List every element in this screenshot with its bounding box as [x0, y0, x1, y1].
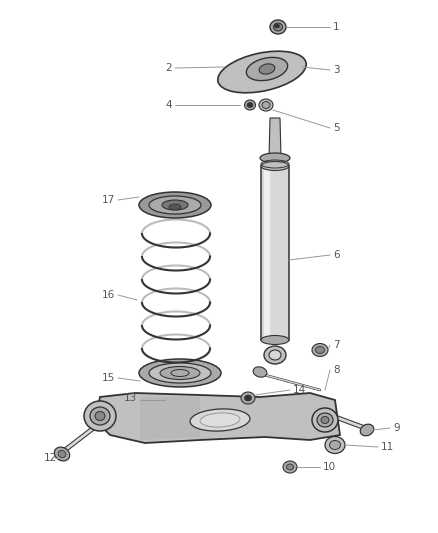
Ellipse shape — [244, 395, 251, 401]
Text: 1: 1 — [333, 22, 339, 32]
Text: 12: 12 — [44, 453, 57, 463]
Ellipse shape — [139, 192, 211, 218]
Ellipse shape — [260, 153, 290, 163]
Ellipse shape — [315, 346, 325, 353]
Ellipse shape — [270, 20, 286, 34]
Ellipse shape — [90, 407, 110, 425]
Ellipse shape — [262, 101, 270, 109]
Text: 13: 13 — [124, 393, 137, 403]
Ellipse shape — [325, 437, 345, 454]
Ellipse shape — [259, 99, 273, 111]
Text: 4: 4 — [166, 100, 172, 110]
Ellipse shape — [162, 200, 188, 210]
Text: 9: 9 — [393, 423, 399, 433]
Ellipse shape — [321, 416, 329, 424]
Ellipse shape — [269, 350, 281, 360]
Ellipse shape — [247, 102, 253, 108]
Ellipse shape — [273, 23, 283, 31]
Ellipse shape — [317, 413, 333, 427]
Polygon shape — [95, 393, 340, 443]
Ellipse shape — [329, 440, 340, 449]
Ellipse shape — [261, 335, 289, 344]
Ellipse shape — [261, 161, 289, 171]
Text: 11: 11 — [381, 442, 394, 452]
Ellipse shape — [275, 24, 279, 28]
Ellipse shape — [169, 204, 181, 210]
Text: 15: 15 — [102, 373, 115, 383]
Ellipse shape — [149, 363, 211, 383]
Polygon shape — [269, 118, 281, 158]
Ellipse shape — [360, 424, 374, 436]
Polygon shape — [140, 397, 200, 440]
Text: 10: 10 — [323, 462, 336, 472]
Ellipse shape — [259, 64, 275, 74]
Ellipse shape — [84, 401, 116, 431]
Text: 7: 7 — [333, 340, 339, 350]
Ellipse shape — [139, 359, 221, 387]
Ellipse shape — [58, 450, 66, 458]
Ellipse shape — [286, 464, 293, 470]
Ellipse shape — [244, 100, 255, 110]
Text: 5: 5 — [333, 123, 339, 133]
Text: 14: 14 — [293, 385, 306, 395]
Ellipse shape — [241, 392, 255, 404]
Ellipse shape — [149, 196, 201, 214]
Text: 16: 16 — [102, 290, 115, 300]
Ellipse shape — [283, 461, 297, 473]
Ellipse shape — [95, 411, 105, 421]
Ellipse shape — [312, 408, 338, 432]
Ellipse shape — [264, 346, 286, 364]
Text: 6: 6 — [333, 250, 339, 260]
Polygon shape — [261, 166, 289, 340]
Text: 2: 2 — [166, 63, 172, 73]
Ellipse shape — [190, 409, 250, 431]
Polygon shape — [264, 169, 270, 337]
Ellipse shape — [200, 413, 240, 427]
Ellipse shape — [218, 51, 306, 93]
Ellipse shape — [312, 343, 328, 357]
Text: 8: 8 — [333, 365, 339, 375]
Ellipse shape — [171, 369, 189, 376]
Ellipse shape — [160, 367, 200, 379]
Text: 3: 3 — [333, 65, 339, 75]
Ellipse shape — [253, 367, 267, 377]
Ellipse shape — [54, 447, 70, 461]
Ellipse shape — [246, 58, 288, 80]
Text: 17: 17 — [102, 195, 115, 205]
